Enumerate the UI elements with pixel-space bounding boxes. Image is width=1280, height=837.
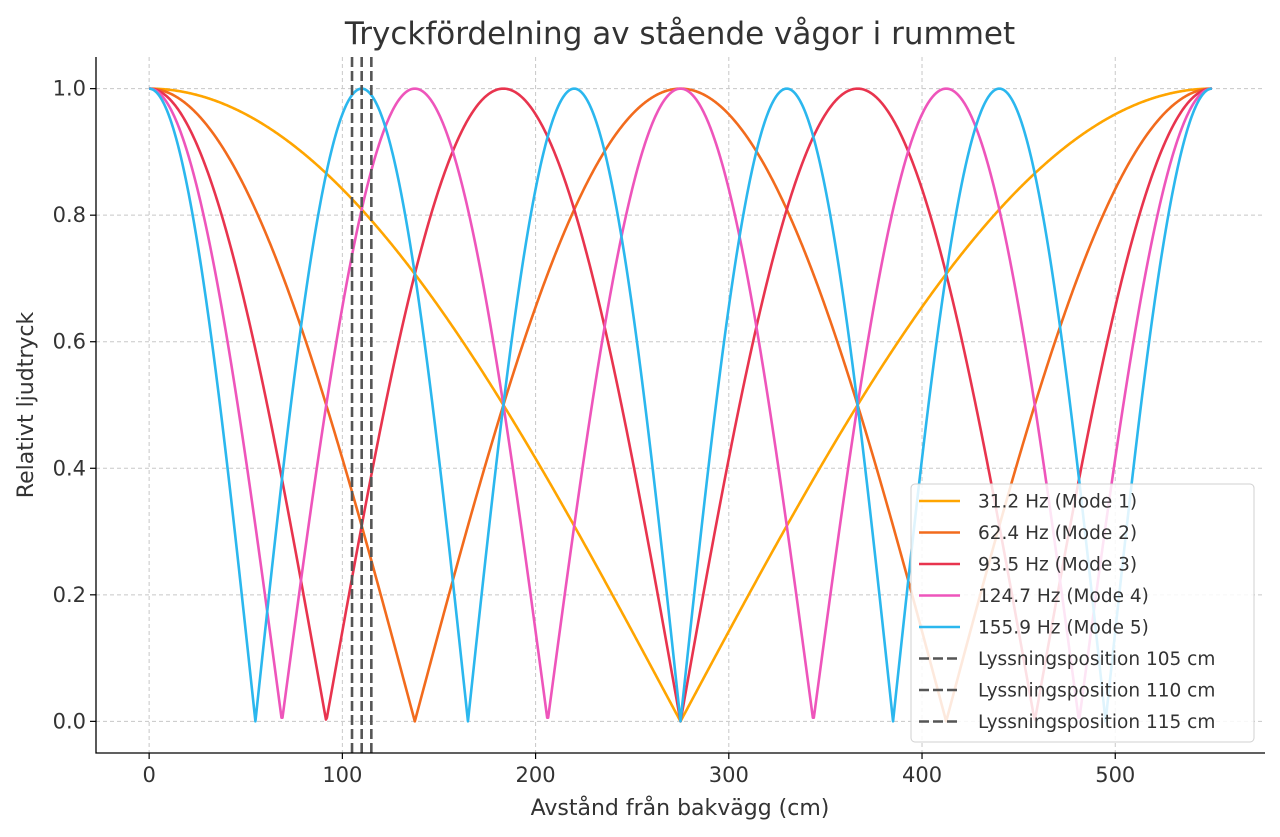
series-line-mode-4 [148,87,1213,720]
legend-label: Lyssningsposition 110 cm [978,681,1215,702]
axis-spines [95,57,1265,754]
y-tick-label: 0.8 [53,203,86,227]
legend-label: 62.4 Hz (Mode 2) [978,523,1137,544]
x-tick-label: 100 [322,763,362,787]
chart-title: Tryckfördelning av stående vågor i rumme… [344,16,1015,52]
y-tick-label: 0.0 [53,709,86,733]
legend-label: Lyssningsposition 105 cm [978,649,1215,670]
x-tick-label: 500 [1095,763,1135,787]
axes: 0 100 200 300 400 500 0.0 0.2 0.4 0.6 0.8 1.0 [53,57,1265,787]
x-axis-label: Avstånd från bakvägg (cm) [531,795,830,821]
y-axis-label: Relativt ljudtryck [14,312,39,499]
legend-label: 93.5 Hz (Mode 3) [978,555,1137,576]
x-tick-label: 200 [516,763,556,787]
series-line-mode-5 [148,87,1213,723]
y-tick-label: 0.6 [53,330,86,354]
listening-position-lines [350,57,373,753]
y-tick-label: 0.4 [53,456,86,480]
legend: 31.2 Hz (Mode 1) 62.4 Hz (Mode 2) 93.5 Hz … [910,483,1255,743]
legend-box [910,483,1255,743]
y-tick-label: 1.0 [53,77,86,101]
legend-label: 155.9 Hz (Mode 5) [978,618,1149,639]
x-tick-label: 300 [709,763,749,787]
x-tick-label: 0 [142,763,155,787]
legend-label: Lyssningsposition 115 cm [978,712,1215,733]
x-tick-label: 400 [902,763,942,787]
legend-label: 31.2 Hz (Mode 1) [978,492,1137,513]
y-tick-label: 0.2 [53,583,86,607]
legend-label: 124.7 Hz (Mode 4) [978,586,1149,607]
